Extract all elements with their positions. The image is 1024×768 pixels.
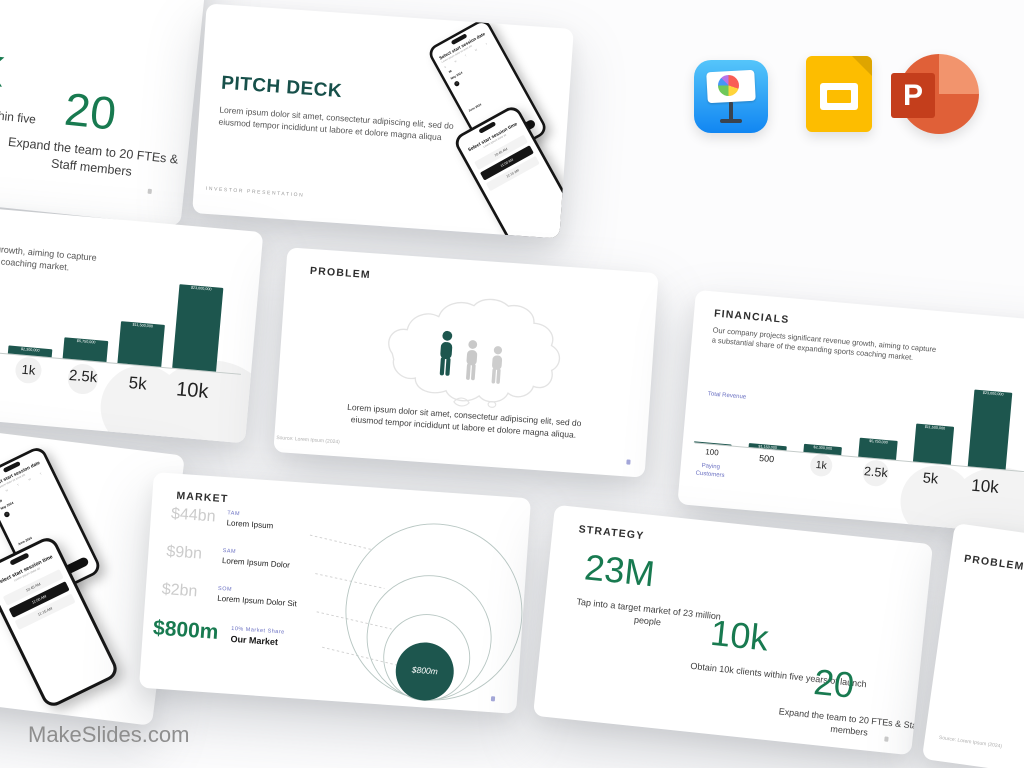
x-label-5k: 5k bbox=[127, 373, 148, 394]
market-row-tag: TAM bbox=[227, 510, 241, 518]
financials-body: Our company projects significant revenue… bbox=[0, 229, 98, 273]
slide-market[interactable]: MARKET $44bn TAM Lorem Ipsum $9bn SAM Lo… bbox=[138, 472, 532, 714]
bar-2.5k: $5,750,000 bbox=[62, 337, 109, 363]
calendar-grid-may: 1 2 3 4 5 6 7 8 9 10 11 12 13 14 15 16 17 18 19 20 21 22 23 24 2… bbox=[3, 510, 11, 519]
x-label-10k: 10k bbox=[175, 378, 210, 404]
market-row-value: $800m bbox=[152, 616, 220, 644]
cover-title: PITCH DECK bbox=[220, 72, 343, 103]
financials-title: FINANCIALS bbox=[713, 307, 790, 327]
problem-title: PROBLEM bbox=[309, 264, 372, 282]
source-note: Source: Lorem Ipsum (2024) bbox=[276, 434, 340, 446]
bar-10k: $23,000,000 bbox=[967, 389, 1013, 470]
x-label-2.5k: 2.5k bbox=[863, 464, 889, 481]
x-label-1k: 1k bbox=[20, 361, 36, 378]
stat-10k: 10k bbox=[708, 611, 771, 659]
market-row-value: $2bn bbox=[161, 580, 198, 601]
bar-10k: $23,000,000 bbox=[172, 284, 224, 372]
cover-body: Lorem ipsum dolor sit amet, consectetur … bbox=[218, 104, 454, 142]
powerpoint-p-tile: P bbox=[891, 73, 935, 118]
powerpoint-app-icon[interactable]: P bbox=[891, 50, 979, 142]
phone-mockup-time: Select start session time Lorem ipsum do… bbox=[0, 534, 121, 710]
person-icon-gray bbox=[466, 340, 478, 381]
page-number-marker bbox=[147, 188, 153, 195]
keynote-app-icon[interactable] bbox=[694, 60, 768, 133]
calendar-next-month-label: June 2024 bbox=[468, 103, 482, 113]
page-number-marker bbox=[626, 459, 631, 465]
slide-financials[interactable]: FINANCIALS Our company projects signific… bbox=[677, 289, 1024, 538]
financials-body: Our company projects significant revenue… bbox=[711, 325, 937, 363]
stat-caption: Tap into a target market of 23 million p… bbox=[576, 596, 722, 628]
market-row-tag: SAM bbox=[222, 548, 237, 555]
keynote-base bbox=[720, 119, 742, 123]
slide-problem-fragment[interactable]: PROBLEM Source: Lorem Ipsum (2024) bbox=[921, 523, 1024, 768]
stat-caption: Expand the team to 20 FTEs & Staff membe… bbox=[7, 134, 179, 179]
strategy-title: STRATEGY bbox=[578, 523, 645, 543]
page-number-marker bbox=[490, 696, 496, 702]
cover-footer: INVESTOR PRESENTATION bbox=[205, 185, 305, 199]
x-axis-label: Paying Customers bbox=[695, 463, 725, 479]
person-icon-gray bbox=[491, 346, 503, 384]
stat-20: 20 bbox=[62, 82, 119, 140]
map-outline bbox=[388, 298, 561, 408]
bar-1k: $2,300,000 bbox=[803, 444, 842, 456]
powerpoint-letter: P bbox=[902, 79, 923, 112]
person-icon-primary bbox=[439, 330, 453, 376]
market-row-value: $44bn bbox=[170, 505, 217, 526]
slides-frame-hole bbox=[827, 90, 851, 103]
x-label-100: 100 bbox=[704, 447, 720, 458]
x-label-500: 500 bbox=[758, 453, 775, 465]
bar-5k: $11,500,000 bbox=[912, 423, 955, 465]
y-axis-label: Total Revenue bbox=[707, 391, 747, 401]
x-label-1k: 1k bbox=[815, 458, 828, 472]
market-circles bbox=[309, 523, 523, 702]
bar-2.5k: $5,750,000 bbox=[858, 437, 898, 460]
x-label-10k: 10k bbox=[970, 475, 1000, 497]
bar-5k: $11,500,000 bbox=[117, 321, 165, 367]
slide-cover[interactable]: PITCH DECK Lorem ipsum dolor sit amet, c… bbox=[192, 3, 574, 239]
slide-problem[interactable]: PROBLEM Lorem ipsum dolor sit amet, cons… bbox=[273, 247, 659, 478]
problem-title: PROBLEM bbox=[963, 552, 1024, 574]
x-label-2.5k: 2.5k bbox=[68, 366, 98, 387]
slide-strategy[interactable]: STRATEGY 23M Tap into a target market of… bbox=[532, 504, 934, 756]
bar-500: $1,150,000 bbox=[748, 443, 787, 450]
source-note: Source: Lorem Ipsum (2024) bbox=[938, 734, 1003, 750]
stat-caption: Expand the team to 20 FTEs & Staff membe… bbox=[778, 706, 923, 738]
slide-financials-left[interactable]: FINANCIALS Our company projects signific… bbox=[0, 192, 264, 444]
market-row-value: $9bn bbox=[165, 543, 203, 563]
phone-notch bbox=[9, 552, 30, 566]
keynote-stand bbox=[729, 102, 733, 121]
time-slot-list: 10:45 AM 11:00 AM 11:15 AM bbox=[468, 129, 546, 196]
stat-10k-partial: k bbox=[0, 33, 8, 99]
slide-team-fragment[interactable]: k Obtain 10k clients within five years o… bbox=[0, 0, 217, 227]
brand-logo[interactable]: MakeSlides.com bbox=[28, 722, 190, 747]
bar-1k: $2,300,000 bbox=[7, 345, 53, 358]
stat-20: 20 bbox=[811, 660, 857, 706]
stat-23m: 23M bbox=[582, 546, 657, 595]
x-label-5k: 5k bbox=[922, 470, 939, 488]
google-slides-app-icon[interactable] bbox=[806, 56, 872, 132]
keynote-pie-chart bbox=[718, 75, 739, 96]
market-row-tag: SOM bbox=[217, 585, 233, 593]
slides-folded-corner bbox=[852, 56, 872, 76]
page-number-marker bbox=[884, 736, 889, 742]
